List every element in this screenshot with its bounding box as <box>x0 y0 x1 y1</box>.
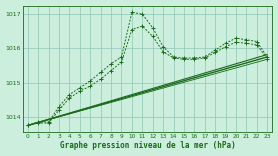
X-axis label: Graphe pression niveau de la mer (hPa): Graphe pression niveau de la mer (hPa) <box>60 141 235 150</box>
